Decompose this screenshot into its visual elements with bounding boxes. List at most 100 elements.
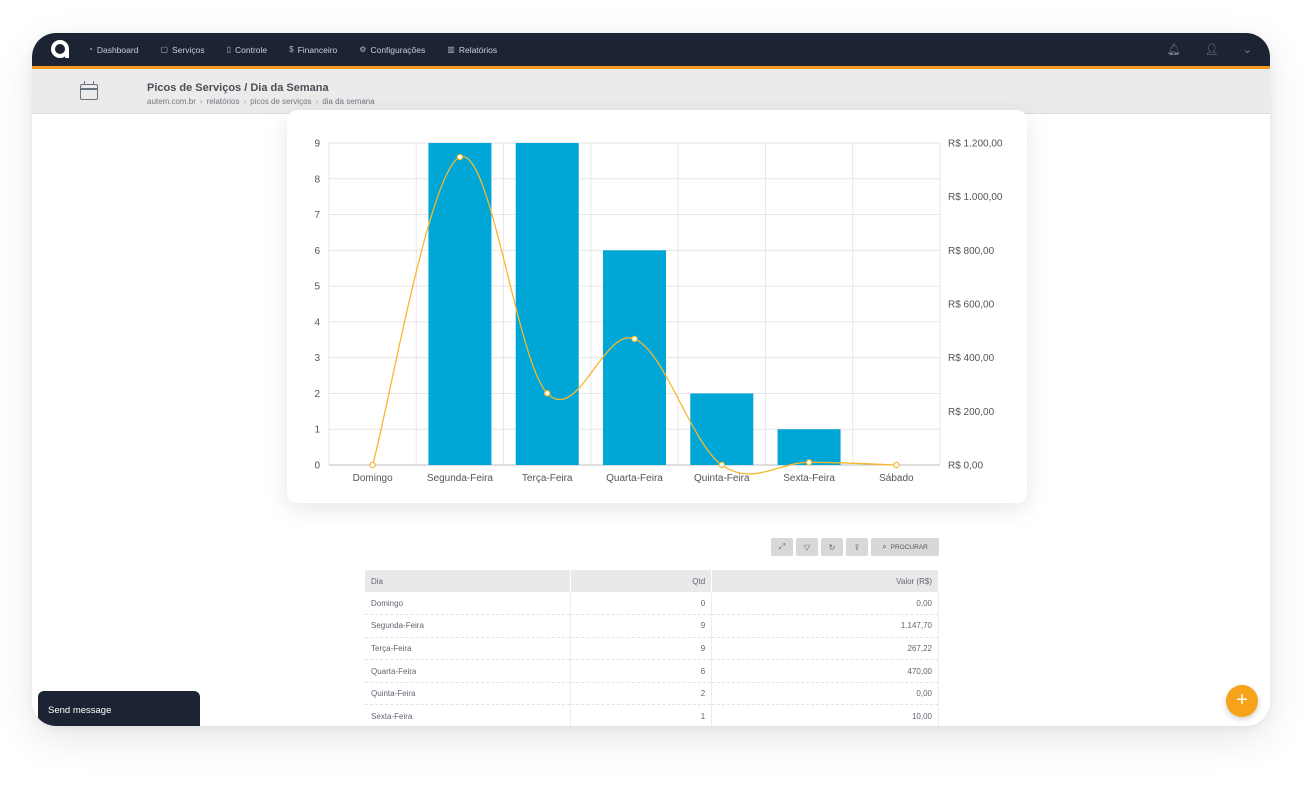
cell-valor: 10,00 [711,704,939,726]
gear-icon: ⚙ [359,45,367,54]
y-right-tick-label: R$ 200,00 [948,407,995,418]
cell-valor: 1.147,70 [711,614,939,638]
y-right-tick-label: R$ 1.200,00 [948,139,1003,150]
cell-dia: Terça-Feira [365,637,572,661]
y-left-tick-label: 5 [314,282,320,293]
filter-button[interactable]: ▽ [796,538,818,556]
table-row[interactable]: Quarta-Feira 6 470,00 [365,659,939,683]
value-line [372,156,897,475]
breadcrumb-item[interactable]: autem.com.br [147,97,196,106]
cell-valor: 0,00 [711,682,939,706]
nav-dashboard[interactable]: ◔ Dashboard [88,45,138,55]
expand-button[interactable]: ⤢ [771,538,793,556]
nav-label: Dashboard [96,44,139,55]
table-row[interactable]: Sexta-Feira 1 10,00 [365,704,939,726]
dollar-icon: $ [289,45,294,54]
line-point [718,461,725,469]
main-nav: ◔ Dashboard ▢ Serviços ▯ Controle $ Fina… [88,33,519,66]
nav-label: Serviços [172,44,205,55]
refresh-button[interactable]: ↻ [821,538,843,556]
x-tick-label: Quarta-Feira [606,473,663,484]
nav-financeiro[interactable]: $ Financeiro [289,45,337,55]
search-button[interactable]: ⌕ PROCURAR [871,538,939,556]
y-right-tick-label: R$ 1.000,00 [948,192,1003,203]
y-left-tick-label: 8 [314,174,320,185]
line-point [369,461,376,469]
column-header-dia[interactable]: Dia [365,570,572,592]
chevron-down-icon[interactable]: ⌄ [1242,44,1252,56]
chart-svg: 0 1 2 3 4 5 6 7 8 9 R$ 0,00 R$ 200,00 R$ 400,00 R$ 60… [314,139,1003,485]
calendar-icon [80,81,98,100]
data-table: Dia Qtd Valor (R$) Domingo 0 0,00 Segund… [365,570,939,726]
x-tick-label: Sexta-Feira [783,473,835,484]
y-left-tick-label: 3 [314,353,320,364]
breadcrumb-item: dia da semana [322,97,375,106]
export-button[interactable]: ⇪ [846,538,868,556]
clipboard-icon: ▯ [226,45,231,54]
cell-dia: Quarta-Feira [365,659,572,683]
refresh-icon: ↻ [828,542,836,552]
table-row[interactable]: Quinta-Feira 2 0,00 [365,682,939,706]
bar [603,250,666,465]
user-icon[interactable]: 👤︎ [1204,44,1219,56]
table-toolbar: ⤢ ▽ ↻ ⇪ ⌕ PROCURAR [771,538,939,556]
breadcrumb-item[interactable]: picos de serviços [250,97,312,106]
x-tick-label: Sábado [879,473,914,484]
cell-valor: 267,22 [711,637,939,661]
chevron-right-icon: › [199,97,203,106]
y-right-tick-label: R$ 800,00 [948,246,995,257]
chevron-right-icon: › [315,97,319,106]
app-logo[interactable] [51,40,69,58]
cell-qtd: 1 [570,704,713,726]
y-left-tick-label: 7 [314,210,320,221]
y-left-tick-label: 0 [314,461,320,472]
line-point [544,390,551,397]
cell-valor: 0,00 [711,592,939,616]
y-left-tick-label: 2 [314,389,320,400]
nav-label: Relatórios [458,44,498,55]
search-icon: ⌕ [882,542,887,551]
breadcrumb-item[interactable]: relatórios [206,97,240,106]
search-label: PROCURAR [890,543,928,551]
y-left-tick-label: 6 [314,246,320,257]
y-right-tick-label: R$ 600,00 [948,300,995,311]
nav-configuracoes[interactable]: ⚙ Configurações [359,45,425,55]
bell-icon[interactable]: 🔔︎ [1166,44,1181,56]
x-tick-label: Domingo [353,473,393,484]
column-header-valor[interactable]: Valor (R$) [711,570,939,592]
top-right-actions: 🔔︎ 👤︎ ⌄ [1143,33,1252,66]
top-navbar: ◔ Dashboard ▢ Serviços ▯ Controle $ Fina… [32,33,1270,69]
add-button[interactable]: + [1226,685,1258,717]
nav-controle[interactable]: ▯ Controle [227,45,268,55]
chart-card: 0 1 2 3 4 5 6 7 8 9 R$ 0,00 R$ 200,00 R$ 400,00 R$ 60… [287,110,1027,503]
bar [777,429,841,465]
cell-valor: 470,00 [711,659,939,683]
table-row[interactable]: Segunda-Feira 9 1.147,70 [365,614,939,638]
app-window: ◔ Dashboard ▢ Serviços ▯ Controle $ Fina… [32,33,1270,726]
x-tick-label: Quinta-Feira [694,473,750,484]
bar [428,143,492,465]
table-row[interactable]: Domingo 0 0,00 [365,592,939,616]
export-icon: ⇪ [853,542,861,552]
plus-icon: + [1236,689,1248,711]
accent-stripe [32,66,1270,69]
y-right-tick-label: R$ 0,00 [948,461,983,472]
page-header [32,69,1270,114]
nav-label: Controle [235,44,268,55]
file-icon: ▢ [160,45,168,54]
x-tick-label: Segunda-Feira [427,473,494,484]
nav-servicos[interactable]: ▢ Serviços [160,45,204,55]
nav-relatorios[interactable]: ▥ Relatórios [447,45,497,55]
line-point [631,335,638,343]
bar-chart-icon: ▥ [447,45,455,54]
column-header-qtd[interactable]: Qtd [570,570,713,592]
cell-qtd: 2 [570,682,713,706]
breadcrumb: autem.com.br › relatórios › picos de ser… [147,97,375,106]
cell-dia: Sexta-Feira [365,704,572,726]
line-point [893,461,900,469]
send-message-button[interactable]: Send message [38,691,200,726]
cell-dia: Domingo [365,592,572,616]
filter-icon: ▽ [803,542,811,552]
table-row[interactable]: Terça-Feira 9 267,22 [365,637,939,661]
expand-icon: ⤢ [778,542,786,551]
